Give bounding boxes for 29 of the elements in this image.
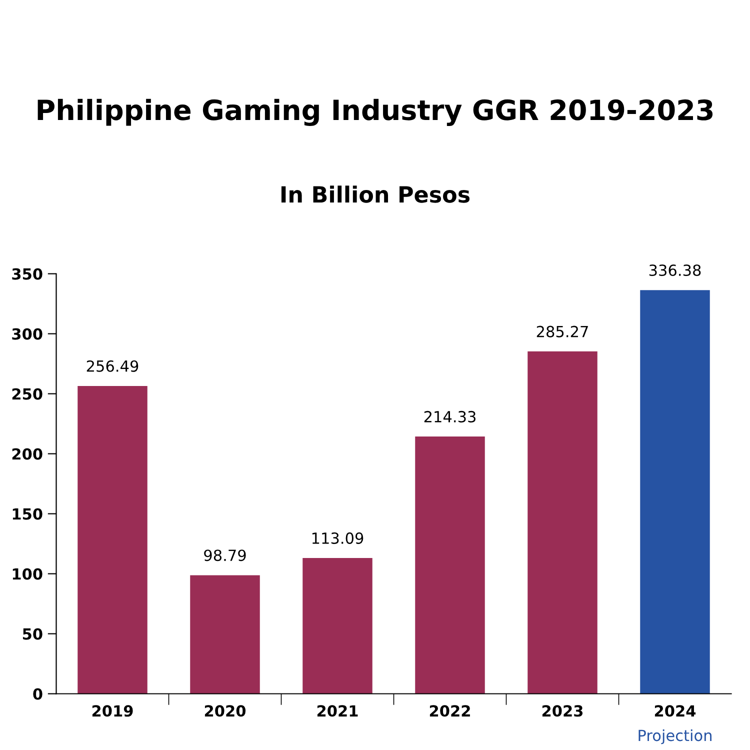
y-tick-label: 0 bbox=[33, 688, 42, 700]
bar bbox=[415, 436, 485, 694]
text: Projection bbox=[638, 729, 712, 744]
x-tick-label: 2021 bbox=[317, 705, 358, 717]
x-tick-label: 2020 bbox=[204, 705, 246, 717]
data-label: 113.09 bbox=[312, 532, 364, 544]
data-label: 336.38 bbox=[649, 264, 701, 276]
y-tick-label: 250 bbox=[12, 388, 42, 400]
data-label: 285.27 bbox=[536, 326, 588, 338]
data-label: 256.49 bbox=[86, 360, 138, 372]
x-tick-label: 2022 bbox=[430, 705, 470, 717]
y-tick-label: 350 bbox=[12, 268, 42, 280]
y-tick-label: 50 bbox=[22, 628, 42, 640]
chart-subtitle: In Billion Pesos bbox=[281, 186, 470, 203]
data-label: 214.33 bbox=[424, 410, 476, 422]
x-tick-label: 2023 bbox=[542, 705, 583, 717]
data-label: 98.79 bbox=[204, 550, 246, 562]
y-tick-label: 150 bbox=[12, 508, 42, 520]
bar bbox=[302, 558, 372, 694]
chart-title: Philippine Gaming Industry GGR 2019-2023 bbox=[38, 98, 713, 126]
bar bbox=[190, 575, 260, 694]
y-tick-label: 100 bbox=[12, 568, 42, 580]
bar bbox=[640, 290, 710, 694]
y-tick-label: 300 bbox=[12, 328, 42, 340]
x-tick-label: 2019 bbox=[92, 705, 133, 717]
bar bbox=[528, 351, 598, 694]
y-tick-label: 200 bbox=[12, 448, 42, 460]
x-tick-label: 2024 bbox=[654, 705, 696, 717]
bar bbox=[78, 386, 148, 694]
